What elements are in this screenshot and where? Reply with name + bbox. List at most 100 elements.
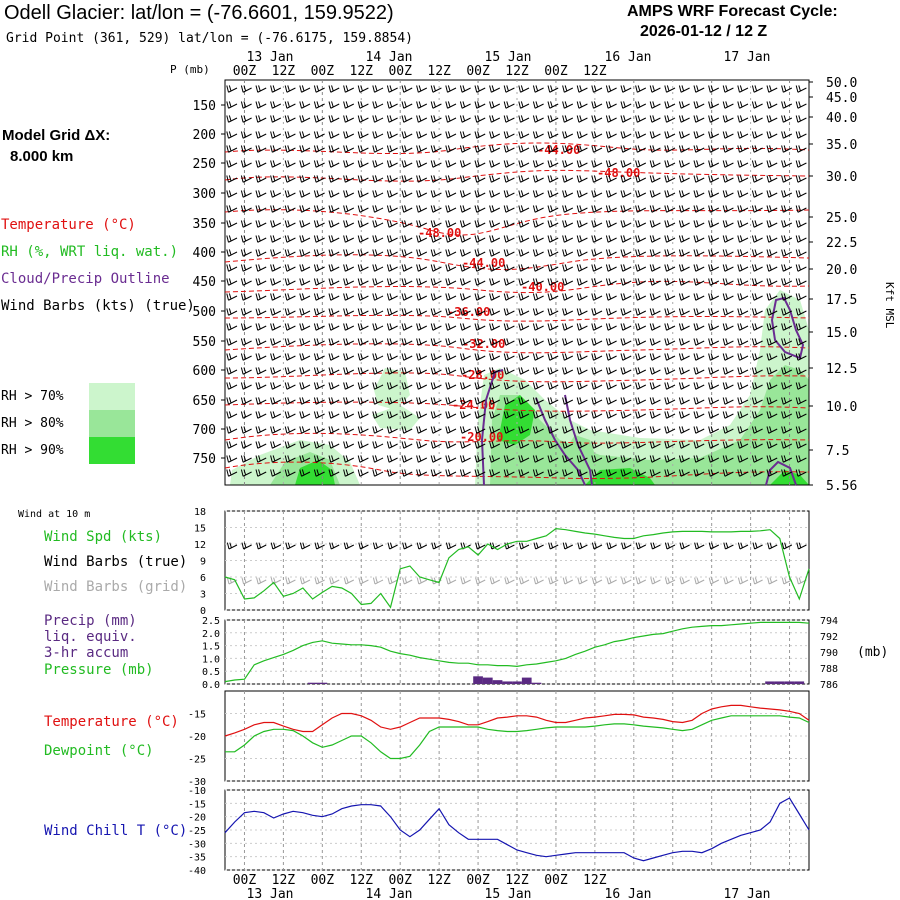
top-wind-barb-19-14 <box>430 367 442 375</box>
top-wind-barb-13-17 <box>474 278 486 286</box>
top-wind-barb-6-39 <box>795 175 807 183</box>
top-wind-barb-26-28 <box>635 469 647 477</box>
top-wind-barb-20-1 <box>240 382 252 390</box>
top-wind-barb-7-30 <box>664 190 676 198</box>
top-wind-barb-25-33 <box>708 455 720 463</box>
top-wind-barb-0-8 <box>343 85 355 93</box>
chill-ytick-4: -30 <box>188 839 206 850</box>
top-wind-barb-26-31 <box>678 469 690 477</box>
top-wind-barb-6-5 <box>299 175 311 183</box>
top-wind-barb-5-20 <box>518 160 530 168</box>
top-wind-barb-14-17 <box>474 293 486 301</box>
top-wind-barb-17-36 <box>751 338 763 346</box>
wind-panel-title: Wind at 10 m <box>18 509 91 520</box>
top-wind-barb-22-18 <box>489 411 501 419</box>
top-wind-barb-21-32 <box>693 397 705 405</box>
top-wind-barb-4-21 <box>532 145 544 153</box>
top-wind-barb-1-16 <box>459 101 471 109</box>
top-wind-barb-7-22 <box>547 190 559 198</box>
top-wind-barb-16-39 <box>795 323 807 331</box>
top-wind-barb-2-17 <box>474 115 486 123</box>
top-wind-barb-26-3 <box>270 469 282 477</box>
top-wind-barb-13-32 <box>693 278 705 286</box>
top-wind-barb-23-16 <box>459 426 471 434</box>
top-wind-barb-17-35 <box>737 338 749 346</box>
top-wind-barb-8-12 <box>401 205 413 213</box>
top-wind-barb-7-28 <box>635 190 647 198</box>
top-wind-barb-7-16 <box>459 190 471 198</box>
wind-barb-true-33 <box>708 542 720 550</box>
top-wind-barb-18-8 <box>343 353 355 361</box>
top-wind-barb-5-22 <box>547 160 559 168</box>
top-wind-barb-21-17 <box>474 397 486 405</box>
top-wind-barb-26-39 <box>795 469 807 477</box>
top-wind-barb-1-4 <box>284 101 296 109</box>
top-wind-barb-0-10 <box>372 85 384 93</box>
top-wind-barb-19-18 <box>489 367 501 375</box>
top-wind-barb-7-34 <box>722 190 734 198</box>
top-wind-barb-19-30 <box>664 367 676 375</box>
top-wind-barb-16-18 <box>489 323 501 331</box>
top-wind-barb-4-27 <box>620 145 632 153</box>
top-wind-barb-2-36 <box>751 115 763 123</box>
wind-barb-grid-23 <box>562 577 574 585</box>
wind-barb-grid-37 <box>767 577 778 585</box>
top-wind-barb-19-29 <box>649 367 661 375</box>
top-wind-barb-16-13 <box>416 323 428 331</box>
wind-barb-true-10 <box>372 542 384 550</box>
wind-barb-grid-7 <box>329 577 340 585</box>
top-wind-barb-25-22 <box>547 455 559 463</box>
top-wind-barb-12-38 <box>781 264 793 272</box>
top-wind-barb-0-30 <box>664 85 676 93</box>
temperature-line <box>224 704 810 737</box>
top-wind-barb-6-24 <box>576 175 588 183</box>
top-wind-barb-21-14 <box>430 397 442 405</box>
top-wind-barb-3-34 <box>722 131 734 139</box>
top-wind-barb-26-20 <box>518 469 530 477</box>
top-wind-barb-11-38 <box>781 249 793 257</box>
top-wind-barb-0-36 <box>751 85 763 93</box>
top-wind-barb-11-32 <box>693 249 705 257</box>
top-wind-barb-3-0 <box>226 131 238 139</box>
legend-wind-barbs-true: Wind Barbs (true) <box>44 554 188 570</box>
top-wind-barb-25-32 <box>693 455 705 463</box>
wind-barb-grid-1 <box>241 577 252 585</box>
top-wind-barb-4-25 <box>591 145 603 153</box>
top-wind-barb-2-29 <box>649 115 661 123</box>
top-wind-barb-5-14 <box>430 160 442 168</box>
top-wind-barb-15-24 <box>576 308 588 316</box>
top-wind-barb-15-37 <box>766 308 778 316</box>
top-wind-barb-16-35 <box>737 323 749 331</box>
top-wind-barb-12-16 <box>459 264 471 272</box>
top-hour-label-1: 12Z <box>272 64 296 79</box>
top-wind-barb-19-4 <box>284 367 296 375</box>
top-wind-barb-26-7 <box>328 469 340 477</box>
top-wind-barb-16-12 <box>401 323 413 331</box>
top-wind-barb-5-28 <box>635 160 647 168</box>
pressure-ytick-0: 786 <box>820 680 838 691</box>
top-wind-barb-11-3 <box>270 249 282 257</box>
top-wind-barb-14-26 <box>605 293 617 301</box>
top-wind-barb-11-21 <box>532 249 544 257</box>
kft-axis-label: Kft MSL <box>883 282 896 329</box>
top-wind-barb-10-22 <box>547 235 559 243</box>
top-wind-barb-18-35 <box>737 353 749 361</box>
top-wind-barb-12-20 <box>518 264 530 272</box>
top-wind-barb-16-38 <box>781 323 793 331</box>
top-wind-barb-22-32 <box>693 411 705 419</box>
top-wind-barb-10-9 <box>357 235 369 243</box>
top-wind-barb-26-1 <box>240 469 252 477</box>
top-wind-barb-15-12 <box>401 308 413 316</box>
top-wind-barb-0-32 <box>693 85 705 93</box>
top-wind-barb-3-39 <box>795 131 807 139</box>
top-wind-barb-16-4 <box>284 323 296 331</box>
top-wind-barb-3-28 <box>635 131 647 139</box>
top-wind-barb-15-31 <box>678 308 690 316</box>
top-wind-barb-6-27 <box>620 175 632 183</box>
top-wind-barb-17-22 <box>547 338 559 346</box>
top-wind-barb-11-23 <box>562 249 574 257</box>
top-wind-barb-10-15 <box>445 235 457 243</box>
top-wind-barb-17-27 <box>620 338 632 346</box>
top-wind-barb-12-7 <box>328 264 340 272</box>
top-wind-barb-8-5 <box>299 205 311 213</box>
